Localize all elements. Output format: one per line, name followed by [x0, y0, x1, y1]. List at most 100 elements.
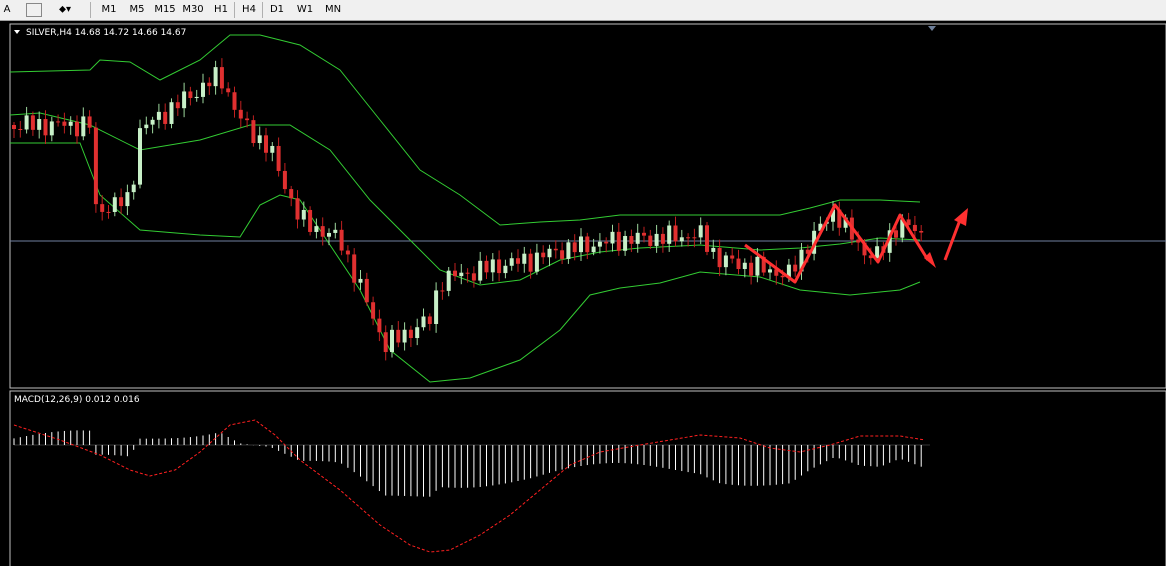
timeframe-button[interactable]: H1	[214, 4, 228, 15]
arrow-head	[924, 252, 936, 268]
objects-tool[interactable]: ⬥▾	[58, 4, 72, 15]
candle-body	[465, 272, 470, 274]
candle-body	[182, 91, 187, 109]
candle-body	[358, 278, 363, 283]
candle-body	[692, 237, 697, 239]
shift-marker	[928, 26, 936, 31]
timeframe-button[interactable]: M5	[129, 4, 145, 15]
timeframe-button[interactable]: M15	[154, 4, 176, 15]
candle-body	[591, 246, 596, 253]
candle-body	[553, 248, 558, 251]
candle-body	[43, 119, 48, 136]
bollinger-lower	[10, 142, 921, 383]
candle-body	[749, 262, 754, 276]
candle-body	[30, 115, 35, 130]
candle-body	[345, 250, 350, 255]
candle-body	[597, 241, 602, 247]
candle-body	[522, 253, 527, 264]
candle-body	[125, 192, 130, 207]
chart-area: SILVER,H4 14.68 14.72 14.66 14.67 MACD(1…	[9, 23, 1166, 566]
timeframe-button[interactable]: D1	[269, 4, 285, 15]
macd-histogram	[13, 430, 922, 497]
candle-body	[660, 233, 665, 244]
candle-body	[377, 318, 382, 333]
candle-body	[207, 82, 212, 87]
candle-body	[547, 248, 552, 258]
candle-body	[282, 170, 287, 190]
candle-body	[81, 116, 86, 137]
candle-body	[654, 233, 659, 246]
candle-body	[912, 224, 917, 231]
candle-body	[528, 253, 533, 272]
candle-body	[320, 226, 325, 237]
candle-body	[805, 249, 810, 254]
arrow-head	[954, 208, 968, 226]
candle-body	[62, 121, 67, 126]
macd-header: MACD(12,26,9) 0.012 0.016	[14, 395, 140, 405]
candle-body	[308, 209, 313, 232]
candle-body	[509, 258, 514, 266]
candle-body	[868, 255, 873, 259]
candle-body	[843, 217, 848, 228]
candle-body	[818, 223, 823, 231]
candle-body	[478, 260, 483, 281]
separator	[90, 2, 91, 18]
separator	[262, 2, 263, 18]
timeframe-button[interactable]: H4	[242, 4, 256, 15]
candle-body	[856, 239, 861, 243]
candle-body	[383, 332, 388, 353]
candle-body	[106, 211, 111, 213]
candle-body	[75, 121, 79, 137]
candle-body	[415, 327, 420, 339]
candle-body	[585, 236, 590, 253]
candle-body	[566, 242, 571, 259]
candle-body	[831, 209, 835, 222]
candle-body	[717, 247, 722, 268]
forecast-path	[744, 203, 930, 284]
candle-body	[453, 270, 457, 277]
timeframe-button[interactable]: M1	[101, 4, 117, 15]
candle-body	[163, 111, 168, 124]
panel-menu[interactable]	[14, 30, 20, 34]
timeframe-button[interactable]: MN	[324, 4, 342, 15]
candle-body	[402, 329, 407, 343]
candle-body	[516, 258, 520, 264]
timeframe-button[interactable]: M30	[182, 4, 204, 15]
candle-body	[119, 197, 124, 207]
candle-body	[862, 242, 867, 256]
candle-body	[295, 198, 300, 220]
candle-body	[434, 290, 439, 324]
candle-body	[156, 111, 161, 120]
text-tool[interactable]: A	[3, 4, 11, 15]
toolbar: A ⬥▾ M1 M5 M15 M30 H1 H4 D1 W1 MN	[0, 0, 1166, 21]
candle-body	[327, 232, 331, 237]
candle-body	[150, 119, 155, 125]
text-label-tool[interactable]	[26, 3, 42, 17]
candle-body	[623, 236, 628, 251]
timeframe-button[interactable]: W1	[296, 4, 314, 15]
candle-body	[390, 329, 394, 353]
candle-body	[459, 272, 464, 277]
candle-body	[169, 102, 174, 124]
candle-body	[421, 316, 426, 328]
candle-body	[723, 255, 728, 268]
separator	[234, 2, 235, 18]
candle-body	[774, 269, 779, 276]
candle-body	[705, 225, 709, 252]
candle-body	[371, 302, 376, 319]
candle-body	[339, 229, 344, 251]
candle-body	[900, 219, 905, 238]
candle-body	[440, 290, 445, 292]
candles	[12, 58, 924, 361]
candle-body	[560, 250, 565, 259]
candle-body	[799, 249, 804, 272]
candle-body	[686, 237, 691, 239]
candle-body	[194, 96, 199, 99]
candle-body	[837, 209, 842, 228]
candle-body	[497, 259, 502, 274]
candle-body	[906, 219, 911, 225]
candle-body	[352, 254, 357, 283]
chart-header: SILVER,H4 14.68 14.72 14.66 14.67	[26, 28, 186, 38]
candle-body	[175, 102, 180, 109]
